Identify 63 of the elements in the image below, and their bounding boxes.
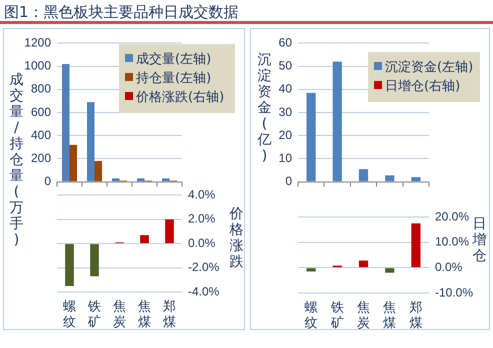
legend-label: 价格涨跌(右轴) [135,89,226,107]
y-tick-label: 1200 [24,36,52,50]
bar [140,235,149,244]
y-tick-label: 10 [278,151,292,166]
x-tick-label: 焦煤 [138,298,151,329]
x-tick-label: 焦煤 [383,299,396,330]
x-tick-label: 铁矿 [330,299,344,330]
bar [385,268,394,273]
y-tick-label: 0 [285,174,292,188]
legend-label: 沉淀资金(左轴) [384,59,474,77]
y-tick-label: 800 [30,82,52,96]
bar [411,177,420,182]
bar [90,244,99,276]
text: 成交量/持仓量(万手) [10,72,24,248]
y-axis-title: 沉淀资金(亿) [257,52,272,164]
bar [385,175,394,182]
y-tick-label: 0 [44,174,52,188]
y2-tick-label: 0.0% [435,260,463,274]
bar [358,260,368,268]
bar [162,178,170,182]
y2-tick-label: -4.0% [188,284,220,298]
y-tick-label: 30 [278,104,292,119]
bar [112,178,120,182]
x-tick-label: 焦炭 [357,299,370,330]
y-tick-label: 600 [30,104,52,119]
bar [62,64,70,182]
x-tick-label: 螺纹 [63,298,76,329]
y-tick-label: 1000 [24,58,52,73]
bar [306,268,316,272]
y-tick-label: 50 [278,58,292,73]
bar [165,219,174,244]
y2-axis-title: 日增仓 [472,216,487,264]
x-tick-label: 铁矿 [87,298,101,329]
bar [411,223,420,268]
legend-label: 日增仓(右轴) [384,78,462,96]
y2-tick-label: 4.0% [188,188,216,202]
y2-axis-title: 价格涨跌 [229,206,244,270]
y2-tick-label: -2.0% [188,260,220,274]
x-tick-label: 郑煤 [163,298,176,329]
x-tick-label: 焦炭 [113,298,126,329]
x-tick-label: 螺纹 [304,299,318,330]
y2-tick-label: 10.0% [435,234,470,249]
y2-tick-label: 0.0% [188,236,216,250]
chart-title: 图1：黑色板块主要品种日成交数据 [0,2,493,24]
y2-tick-label: -10.0% [435,285,474,300]
bar [137,178,144,182]
y-tick-label: 60 [278,36,292,50]
bar [70,144,77,182]
y-tick-label: 200 [30,151,52,166]
legend-label: 成交量(左轴) [135,51,212,69]
y2-tick-label: 2.0% [188,212,216,226]
x-tick-label: 郑煤 [409,299,422,330]
bar [358,169,368,182]
bar [94,161,102,182]
legend-label: 持仓量(左轴) [135,70,212,88]
y-tick-label: 400 [30,128,52,142]
y2-tick-label: 20.0% [435,209,470,224]
y-tick-label: 40 [278,82,292,96]
y-tick-label: 20 [278,128,292,142]
bar [65,244,74,286]
bar [306,92,316,182]
bar [87,102,94,182]
bar [332,62,342,182]
